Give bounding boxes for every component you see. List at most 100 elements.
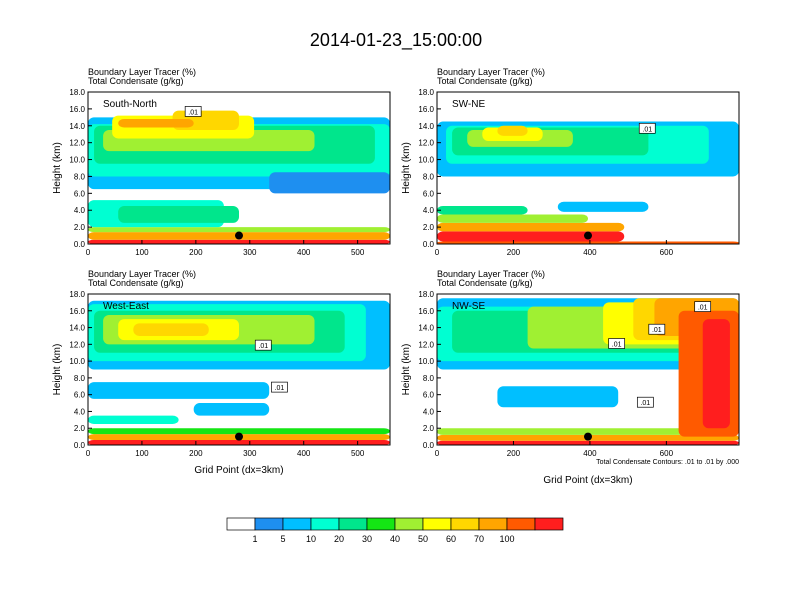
panel-nw-se-x-tick-label: 400 — [583, 449, 597, 458]
colorbar-swatch — [478, 517, 508, 531]
panel-nw-se-contour-label: .01 — [612, 341, 622, 348]
panel-south-north-y-tick-label: 0.0 — [74, 240, 86, 249]
panel-south-north-y-tick-label: 16.0 — [69, 105, 85, 114]
panel-south-north-x-tick-label: 200 — [189, 248, 203, 257]
panel-west-east-name: West-East — [103, 301, 149, 312]
panel-west-east-y-axis-label: Height (km) — [52, 344, 63, 396]
panel-sw-ne-y-axis-label: Height (km) — [401, 142, 412, 194]
panel-south-north-field-band — [269, 172, 390, 194]
colorbar-swatch — [506, 517, 536, 531]
colorbar-label: 70 — [474, 534, 484, 544]
panel-west-east-title-line-2: Total Condensate (g/kg) — [88, 278, 184, 288]
panel-south-north-title-line-2: Total Condensate (g/kg) — [88, 76, 184, 86]
panel-sw-ne-y-tick-label: 0.0 — [423, 240, 435, 249]
panel-south-north-y-axis-label: Height (km) — [52, 142, 63, 194]
panel-west-east-y-tick-label: 0.0 — [74, 441, 86, 450]
panel-nw-se-contour-label-box — [648, 323, 666, 335]
colorbar-label: 20 — [334, 534, 344, 544]
panel-south-north-y-tick-label: 4.0 — [74, 206, 86, 215]
panel-west-east-field-band — [88, 415, 179, 425]
panel-nw-se-y-tick-label: 18.0 — [418, 290, 434, 299]
panel-south-north-field-band — [88, 239, 390, 244]
panel-south-north-contour-label: .01 — [188, 109, 198, 116]
panel-west-east-y-tick-label: 4.0 — [74, 407, 86, 416]
colorbar-label: 100 — [499, 534, 514, 544]
panel-west-east-contour-label: .01 — [258, 343, 268, 350]
panel-west-east-y-tick-label: 16.0 — [69, 307, 85, 316]
colorbar-swatch — [310, 517, 340, 531]
panel-south-north-title-line-1: Boundary Layer Tracer (%) — [88, 67, 196, 77]
panel-nw-se-contour-label-box — [608, 338, 626, 349]
panel-nw-se-y-tick-label: 16.0 — [418, 307, 434, 316]
panel-nw-se-y-tick-label: 6.0 — [423, 391, 435, 400]
panel-sw-ne-frame — [436, 91, 740, 245]
panel-sw-ne-location-marker — [584, 231, 592, 240]
colorbar-swatch — [282, 517, 312, 531]
colorbar-swatch — [450, 517, 480, 531]
colorbar-label: 40 — [390, 534, 400, 544]
colorbar-label: 10 — [306, 534, 316, 544]
panel-sw-ne-field-band — [437, 241, 739, 244]
panel-sw-ne-y-tick-label: 12.0 — [418, 139, 434, 148]
panel-west-east-contour-label: .01 — [275, 385, 285, 392]
panel-south-north-x-tick-label: 300 — [243, 248, 257, 257]
colorbar-label: 30 — [362, 534, 372, 544]
panel-nw-se-field-band — [437, 428, 739, 435]
panel-nw-se-name: NW-SE — [452, 301, 485, 312]
panel-sw-ne-y-tick-label: 14.0 — [418, 122, 434, 131]
panel-nw-se-y-tick-label: 2.0 — [423, 424, 435, 433]
panel-west-east-x-tick-label: 200 — [189, 449, 203, 458]
panel-nw-se-location-marker — [584, 432, 592, 441]
panel-west-east-field-band — [193, 403, 270, 416]
panel-south-north-x-tick-label: 100 — [135, 248, 149, 257]
panel-west-east-x-tick-label: 0 — [86, 449, 91, 458]
panel-west-east-x-tick-label: 300 — [243, 449, 257, 458]
panel-west-east-field-band — [88, 428, 390, 435]
panel-south-north-x-tick-label: 500 — [351, 248, 365, 257]
panel-south-north-field-band — [88, 227, 390, 233]
panel-west-east-x-tick-label: 400 — [297, 449, 311, 458]
panel-west-east-field-band — [88, 382, 270, 399]
panel-sw-ne-contour-label: .01 — [642, 126, 652, 133]
colorbar-swatch — [338, 517, 368, 531]
panel-south-north-y-tick-label: 18.0 — [69, 88, 85, 97]
panel-west-east-y-tick-label: 12.0 — [69, 340, 85, 349]
panel-west-east-y-tick-label: 18.0 — [69, 290, 85, 299]
panel-nw-se-y-axis-label: Height (km) — [401, 344, 412, 396]
panel-west-east-y-tick-label: 6.0 — [74, 391, 86, 400]
x-axis-label-right: Grid Point (dx=3km) — [543, 475, 632, 486]
panel-west-east-x-tick-label: 100 — [135, 449, 149, 458]
panel-nw-se-contour-label-box — [694, 301, 712, 312]
panel-sw-ne-field-band — [437, 206, 528, 215]
panel-sw-ne-contour-label-box — [638, 122, 656, 134]
panel-nw-se-y-tick-label: 10.0 — [418, 357, 434, 366]
panel-west-east-y-tick-label: 10.0 — [69, 357, 85, 366]
panel-nw-se-y-tick-label: 8.0 — [423, 374, 435, 383]
panel-west-east-y-tick-label: 14.0 — [69, 324, 85, 333]
panel-nw-se-contour-label: .01 — [640, 400, 650, 407]
panel-sw-ne-y-tick-label: 16.0 — [418, 105, 434, 114]
panel-sw-ne-x-tick-label: 600 — [660, 248, 674, 257]
panel-nw-se-y-tick-label: 0.0 — [423, 441, 435, 450]
panel-west-east-x-tick-label: 500 — [351, 449, 365, 458]
x-axis-label-left: Grid Point (dx=3km) — [194, 465, 283, 476]
colorbar-swatch — [366, 517, 396, 531]
colorbar-label: 1 — [252, 534, 257, 544]
panel-nw-se-y-tick-label: 14.0 — [418, 324, 434, 333]
panel-nw-se-contour-label-box — [636, 396, 654, 408]
panel-south-north-field-band — [118, 119, 194, 128]
panel-south-north-y-tick-label: 6.0 — [74, 189, 86, 198]
panel-west-east-location-marker — [235, 432, 243, 441]
panel-south-north-field-band — [118, 206, 239, 223]
panel-sw-ne-y-tick-label: 10.0 — [418, 156, 434, 165]
panel-west-east-frame — [87, 293, 391, 446]
panel-south-north-x-tick-label: 400 — [297, 248, 311, 257]
panel-south-north-y-tick-label: 8.0 — [74, 172, 86, 181]
panel-sw-ne-title-line-2: Total Condensate (g/kg) — [437, 76, 533, 86]
panel-nw-se-field-band — [437, 440, 739, 445]
panel-west-east-title-line-1: Boundary Layer Tracer (%) — [88, 269, 196, 279]
panel-south-north-x-tick-label: 0 — [86, 248, 91, 257]
colorbar-swatch — [534, 517, 564, 531]
panel-south-north-location-marker — [235, 231, 243, 240]
